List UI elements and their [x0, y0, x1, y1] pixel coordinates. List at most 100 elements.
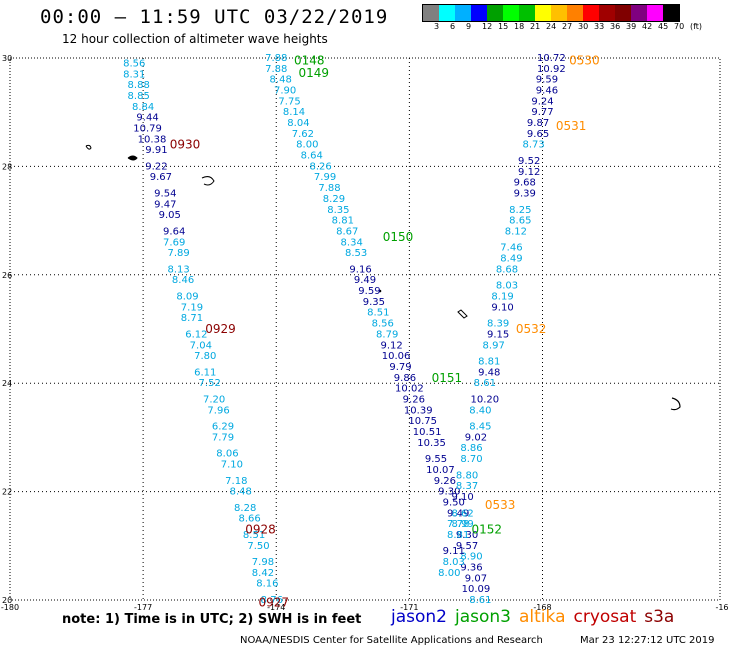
- wave-height-value: 9.35: [363, 297, 385, 308]
- pass-time-label: 0533: [485, 498, 516, 512]
- wave-height-value: 9.44: [136, 113, 158, 124]
- wave-height-value: 7.75: [278, 96, 300, 107]
- wave-height-value: 9.26: [434, 476, 456, 487]
- legend-label: 70: [674, 22, 685, 31]
- wave-height-value: 9.50: [443, 497, 465, 508]
- wave-height-value: 8.76: [261, 595, 283, 606]
- generated-time: Mar 23 12:27:12 UTC 2019: [580, 635, 715, 646]
- wave-height-value: 7.52: [199, 378, 221, 389]
- wave-height-value: 9.55: [425, 454, 447, 465]
- satellite-legend: jason2 jason3 altika cryosat s3a: [391, 607, 682, 627]
- pass-time-label: 0927: [259, 596, 290, 610]
- wave-height-value: 8.34: [341, 237, 363, 248]
- wave-height-value: 8.81: [332, 216, 354, 227]
- island-shape: [127, 155, 138, 161]
- island-shape: [201, 176, 215, 186]
- legend-label: 39: [626, 22, 637, 31]
- wave-height-value: 9.30: [438, 487, 460, 498]
- pass-time-label: 0532: [516, 322, 547, 336]
- x-tick-label: -168: [533, 603, 551, 612]
- wave-height-value: 8.85: [128, 91, 150, 102]
- wave-height-value: 9.22: [145, 161, 167, 172]
- satellite-label-cryosat: cryosat: [573, 607, 637, 627]
- legend-swatch: [519, 5, 535, 21]
- legend-label: 45: [658, 22, 669, 31]
- wave-height-value: 8.00: [438, 568, 460, 579]
- legend-label: 12: [482, 22, 493, 31]
- wave-height-value: 8.00: [296, 140, 318, 151]
- wave-height-value: 8.13: [167, 264, 189, 275]
- wave-height-value: 8.70: [460, 454, 482, 465]
- wave-height-value: 8.31: [123, 69, 145, 80]
- y-tick-label: 24: [2, 379, 12, 388]
- wave-height-value: 9.02: [465, 432, 487, 443]
- wave-height-value: 7.04: [190, 340, 212, 351]
- wave-height-value: 9.39: [514, 189, 536, 200]
- y-tick-label: 20: [2, 596, 12, 605]
- wave-height-value: 8.80: [456, 470, 478, 481]
- legend-label: 18: [514, 22, 525, 31]
- legend-swatch: [567, 5, 583, 21]
- x-tick-label: -174: [267, 603, 285, 612]
- wave-height-value: 9.05: [159, 210, 181, 221]
- wave-height-value: 10.06: [382, 351, 411, 362]
- wave-height-value: 8.09: [176, 291, 198, 302]
- wave-height-value: 8.35: [327, 205, 349, 216]
- wave-height-value: 8.28: [234, 503, 256, 514]
- wave-height-value: 7.99: [314, 172, 336, 183]
- legend-label: 6: [450, 22, 456, 31]
- wave-height-value: 9.59: [536, 75, 558, 86]
- wave-height-value: 8.81: [447, 530, 469, 541]
- wave-height-value: 8.66: [238, 514, 260, 525]
- legend-label: 27: [562, 22, 573, 31]
- wave-height-value: 9.48: [478, 367, 500, 378]
- wave-height-value: 7.88: [265, 64, 287, 75]
- wave-height-value: 8.03: [496, 281, 518, 292]
- legend-swatch: [615, 5, 631, 21]
- wave-height-value: 7.10: [221, 460, 243, 471]
- wave-height-value: 9.49: [447, 508, 469, 519]
- island-shape: [378, 289, 382, 293]
- wave-height-value: 10.92: [537, 64, 566, 75]
- wave-height-value: 8.14: [283, 107, 305, 118]
- wave-height-value: 7.88: [265, 53, 287, 64]
- wave-height-value: 9.46: [536, 86, 558, 97]
- wave-height-value: 8.99: [451, 519, 473, 530]
- x-tick-label: -180: [1, 603, 19, 612]
- wave-height-value: 10.75: [408, 416, 437, 427]
- wave-height-value: 9.52: [518, 156, 540, 167]
- pass-time-label: 0151: [432, 371, 463, 385]
- legend-swatch: [487, 5, 503, 21]
- wave-height-value: 9.64: [163, 226, 185, 237]
- wave-height-value: 7.89: [167, 248, 189, 259]
- legend-label: 36: [610, 22, 621, 31]
- legend-swatch: [631, 5, 647, 21]
- wave-height-value: 6.11: [194, 367, 216, 378]
- wave-height-value: 9.24: [531, 96, 553, 107]
- pass-time-label: 0149: [298, 66, 329, 80]
- wave-height-value: 9.26: [403, 394, 425, 405]
- wave-height-value: 8.48: [230, 487, 252, 498]
- pass-time-label: 0930: [170, 138, 201, 152]
- wave-height-value: 8.65: [509, 216, 531, 227]
- legend-swatch: [455, 5, 471, 21]
- legend-label: 24: [546, 22, 557, 31]
- wave-height-value: 8.39: [487, 319, 509, 330]
- wave-height-value: 8.49: [500, 254, 522, 265]
- legend-swatch: [551, 5, 567, 21]
- wave-height-value: 8.51: [243, 530, 265, 541]
- legend-swatch: [423, 5, 439, 21]
- wave-height-value: 8.86: [460, 443, 482, 454]
- wave-height-value: 7.79: [212, 432, 234, 443]
- wave-height-value: 10.39: [404, 405, 433, 416]
- wave-height-value: 10.07: [426, 465, 455, 476]
- island-shape: [457, 309, 468, 319]
- wave-height-value: 8.73: [522, 140, 544, 151]
- x-tick-label: -177: [134, 603, 152, 612]
- wave-height-value: 7.80: [194, 351, 216, 362]
- wave-height-value: 8.71: [181, 313, 203, 324]
- y-tick-label: 26: [2, 271, 12, 280]
- wave-height-value: 7.69: [163, 237, 185, 248]
- wave-height-value: 8.67: [336, 226, 358, 237]
- wave-height-value: 8.79: [376, 329, 398, 340]
